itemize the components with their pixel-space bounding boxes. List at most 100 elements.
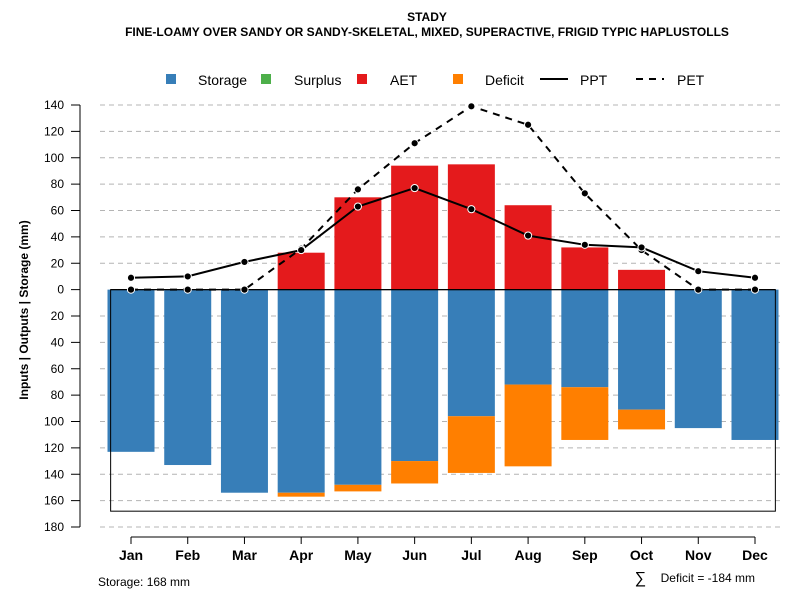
bar-storage-feb — [164, 289, 212, 466]
x-tick-label-feb: Feb — [175, 547, 200, 563]
point-ppt-aug — [523, 231, 533, 240]
y-tick-label: 100 — [44, 415, 64, 429]
line-ppt — [130, 187, 756, 279]
bar-storage-aug — [504, 289, 552, 385]
footer-deficit: Deficit = -184 mm — [661, 571, 755, 585]
y-tick-label: 60 — [51, 204, 65, 218]
bar-deficit-jun — [391, 461, 439, 484]
legend-label-storage: Storage — [198, 72, 247, 88]
y-tick-label: 40 — [51, 230, 65, 244]
bar-storage-apr — [277, 289, 325, 493]
y-tick-label: 160 — [44, 494, 64, 508]
bar-deficit-aug — [504, 384, 552, 467]
bar-aet-apr — [277, 252, 325, 290]
y-tick-label: 120 — [44, 441, 64, 455]
legend-label-surplus: Surplus — [294, 72, 341, 88]
y-tick-label: 40 — [51, 335, 65, 349]
x-tick-label-dec: Dec — [742, 547, 768, 563]
bar-deficit-sep — [561, 387, 609, 440]
legend-swatch-storage — [166, 74, 176, 84]
bar-storage-jan — [107, 289, 155, 452]
point-ppt-sep — [580, 240, 589, 249]
bar-deficit-oct — [618, 409, 666, 430]
y-tick-label: 180 — [44, 520, 64, 534]
x-tick-label-jun: Jun — [402, 547, 427, 563]
bar-storage-may — [334, 289, 382, 485]
legend-label-deficit: Deficit — [485, 72, 524, 88]
x-tick-label-mar: Mar — [232, 547, 257, 563]
point-ppt-oct — [637, 243, 646, 252]
y-tick-label: 120 — [44, 124, 64, 138]
legend-swatch-aet — [357, 74, 367, 84]
legend-label-pet: PET — [677, 72, 705, 88]
bar-aet-may — [334, 197, 382, 290]
point-pet-nov — [694, 285, 703, 294]
y-tick-label: 60 — [51, 362, 65, 376]
line-pet — [131, 105, 755, 291]
bar-aet-oct — [618, 269, 666, 290]
bar-aet-jul — [447, 164, 495, 290]
y-tick-label: 20 — [51, 256, 65, 270]
bar-aet-sep — [561, 247, 609, 290]
point-pet-jul — [467, 102, 476, 111]
legend: Storage Surplus AET Deficit PPT PET — [166, 72, 705, 88]
y-tick-label: 140 — [44, 467, 64, 481]
y-tick-label: 20 — [51, 309, 65, 323]
point-ppt-dec — [750, 273, 760, 282]
y-tick-label: 140 — [44, 98, 64, 112]
legend-swatch-deficit — [453, 74, 463, 84]
point-ppt-feb — [183, 272, 192, 281]
bar-storage-oct — [618, 289, 666, 410]
point-pet-may — [353, 185, 363, 194]
y-axis-label: Inputs | Outputs | Storage (mm) — [17, 220, 31, 399]
bar-storage-sep — [561, 289, 609, 388]
bar-storage-jun — [391, 289, 439, 462]
y-tick-label: 80 — [51, 388, 65, 402]
x-tick-label-apr: Apr — [289, 547, 314, 563]
series-lines — [130, 105, 756, 291]
point-pet-sep — [580, 189, 589, 198]
bars — [107, 164, 779, 497]
axes: 140 120 100 80 60 40 20 0 20 40 60 80 100 120 140 160 18… — [44, 98, 768, 563]
point-pet-jan — [126, 285, 136, 294]
point-ppt-mar — [240, 257, 249, 267]
point-ppt-may — [353, 202, 363, 211]
chart-subtitle: FINE-LOAMY OVER SANDY OR SANDY-SKELETAL,… — [125, 25, 729, 39]
point-pet-jun — [410, 139, 419, 148]
bar-deficit-apr — [277, 492, 325, 497]
bar-deficit-jul — [447, 416, 495, 473]
point-ppt-nov — [694, 267, 703, 276]
footer-storage: Storage: 168 mm — [98, 575, 190, 589]
point-ppt-jan — [126, 273, 136, 282]
point-pet-aug — [523, 120, 533, 129]
point-ppt-jul — [467, 205, 476, 214]
point-ppt-jun — [410, 183, 419, 193]
y-tick-label: 80 — [51, 177, 65, 191]
bar-deficit-may — [334, 484, 382, 492]
bar-storage-nov — [674, 289, 722, 429]
legend-swatch-surplus — [261, 74, 271, 84]
x-tick-label-jan: Jan — [119, 547, 143, 563]
x-tick-label-sep: Sep — [572, 547, 598, 563]
x-tick-label-jul: Jul — [461, 547, 481, 563]
point-ppt-apr — [297, 245, 306, 255]
x-tick-label-oct: Oct — [630, 547, 654, 563]
bar-aet-aug — [504, 205, 552, 290]
x-tick-label-may: May — [344, 547, 371, 563]
point-pet-dec — [750, 285, 760, 294]
x-tick-label-nov: Nov — [685, 547, 712, 563]
bar-storage-mar — [220, 289, 268, 493]
legend-label-ppt: PPT — [580, 72, 608, 88]
bar-storage-jul — [447, 289, 495, 417]
footer-deficit-sum-symbol: ∑ — [635, 570, 646, 587]
point-pet-mar — [240, 285, 249, 294]
x-tick-label-aug: Aug — [514, 547, 541, 563]
plot-frame — [110, 289, 776, 512]
point-pet-feb — [183, 285, 192, 294]
legend-label-aet: AET — [390, 72, 418, 88]
series-points — [126, 102, 760, 294]
y-tick-label: 0 — [57, 283, 64, 297]
chart-title: STADY — [407, 10, 447, 24]
bar-storage-dec — [731, 289, 779, 440]
